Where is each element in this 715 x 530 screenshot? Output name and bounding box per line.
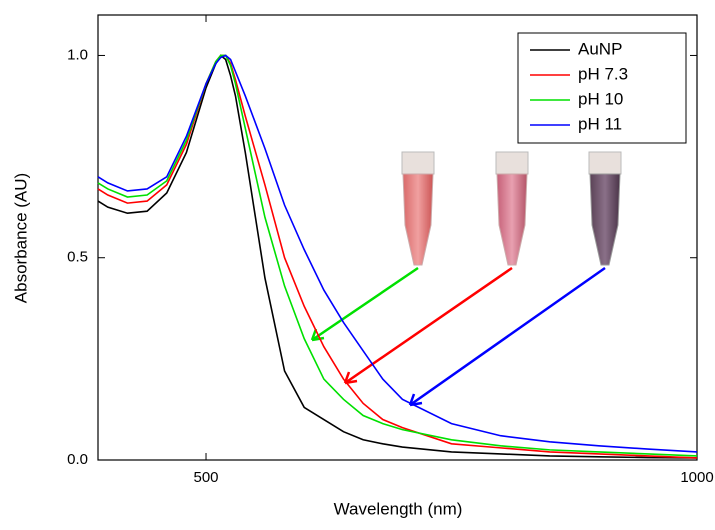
legend-label: pH 10: [578, 89, 623, 108]
line-series: [97, 54, 698, 459]
plot-frame: [97, 14, 698, 461]
y-axis-label: Absorbance (AU): [11, 173, 30, 303]
legend-label: pH 7.3: [578, 64, 628, 83]
x-tick-label: 500: [194, 469, 219, 486]
legend-label: pH 11: [578, 114, 622, 133]
legend-label: AuNP: [578, 39, 622, 58]
tubes: [401, 151, 622, 266]
y-tick-label: 0.0: [67, 451, 88, 468]
line-series: [97, 54, 698, 457]
line-series: [97, 54, 698, 453]
arrows: [310, 266, 606, 407]
y-tick-label: 0.5: [67, 249, 88, 266]
line-series: [97, 54, 698, 459]
x-axis-label: Wavelength (nm): [334, 499, 463, 518]
y-tick-label: 1.0: [67, 46, 88, 63]
x-tick-label: 1000: [680, 469, 713, 486]
